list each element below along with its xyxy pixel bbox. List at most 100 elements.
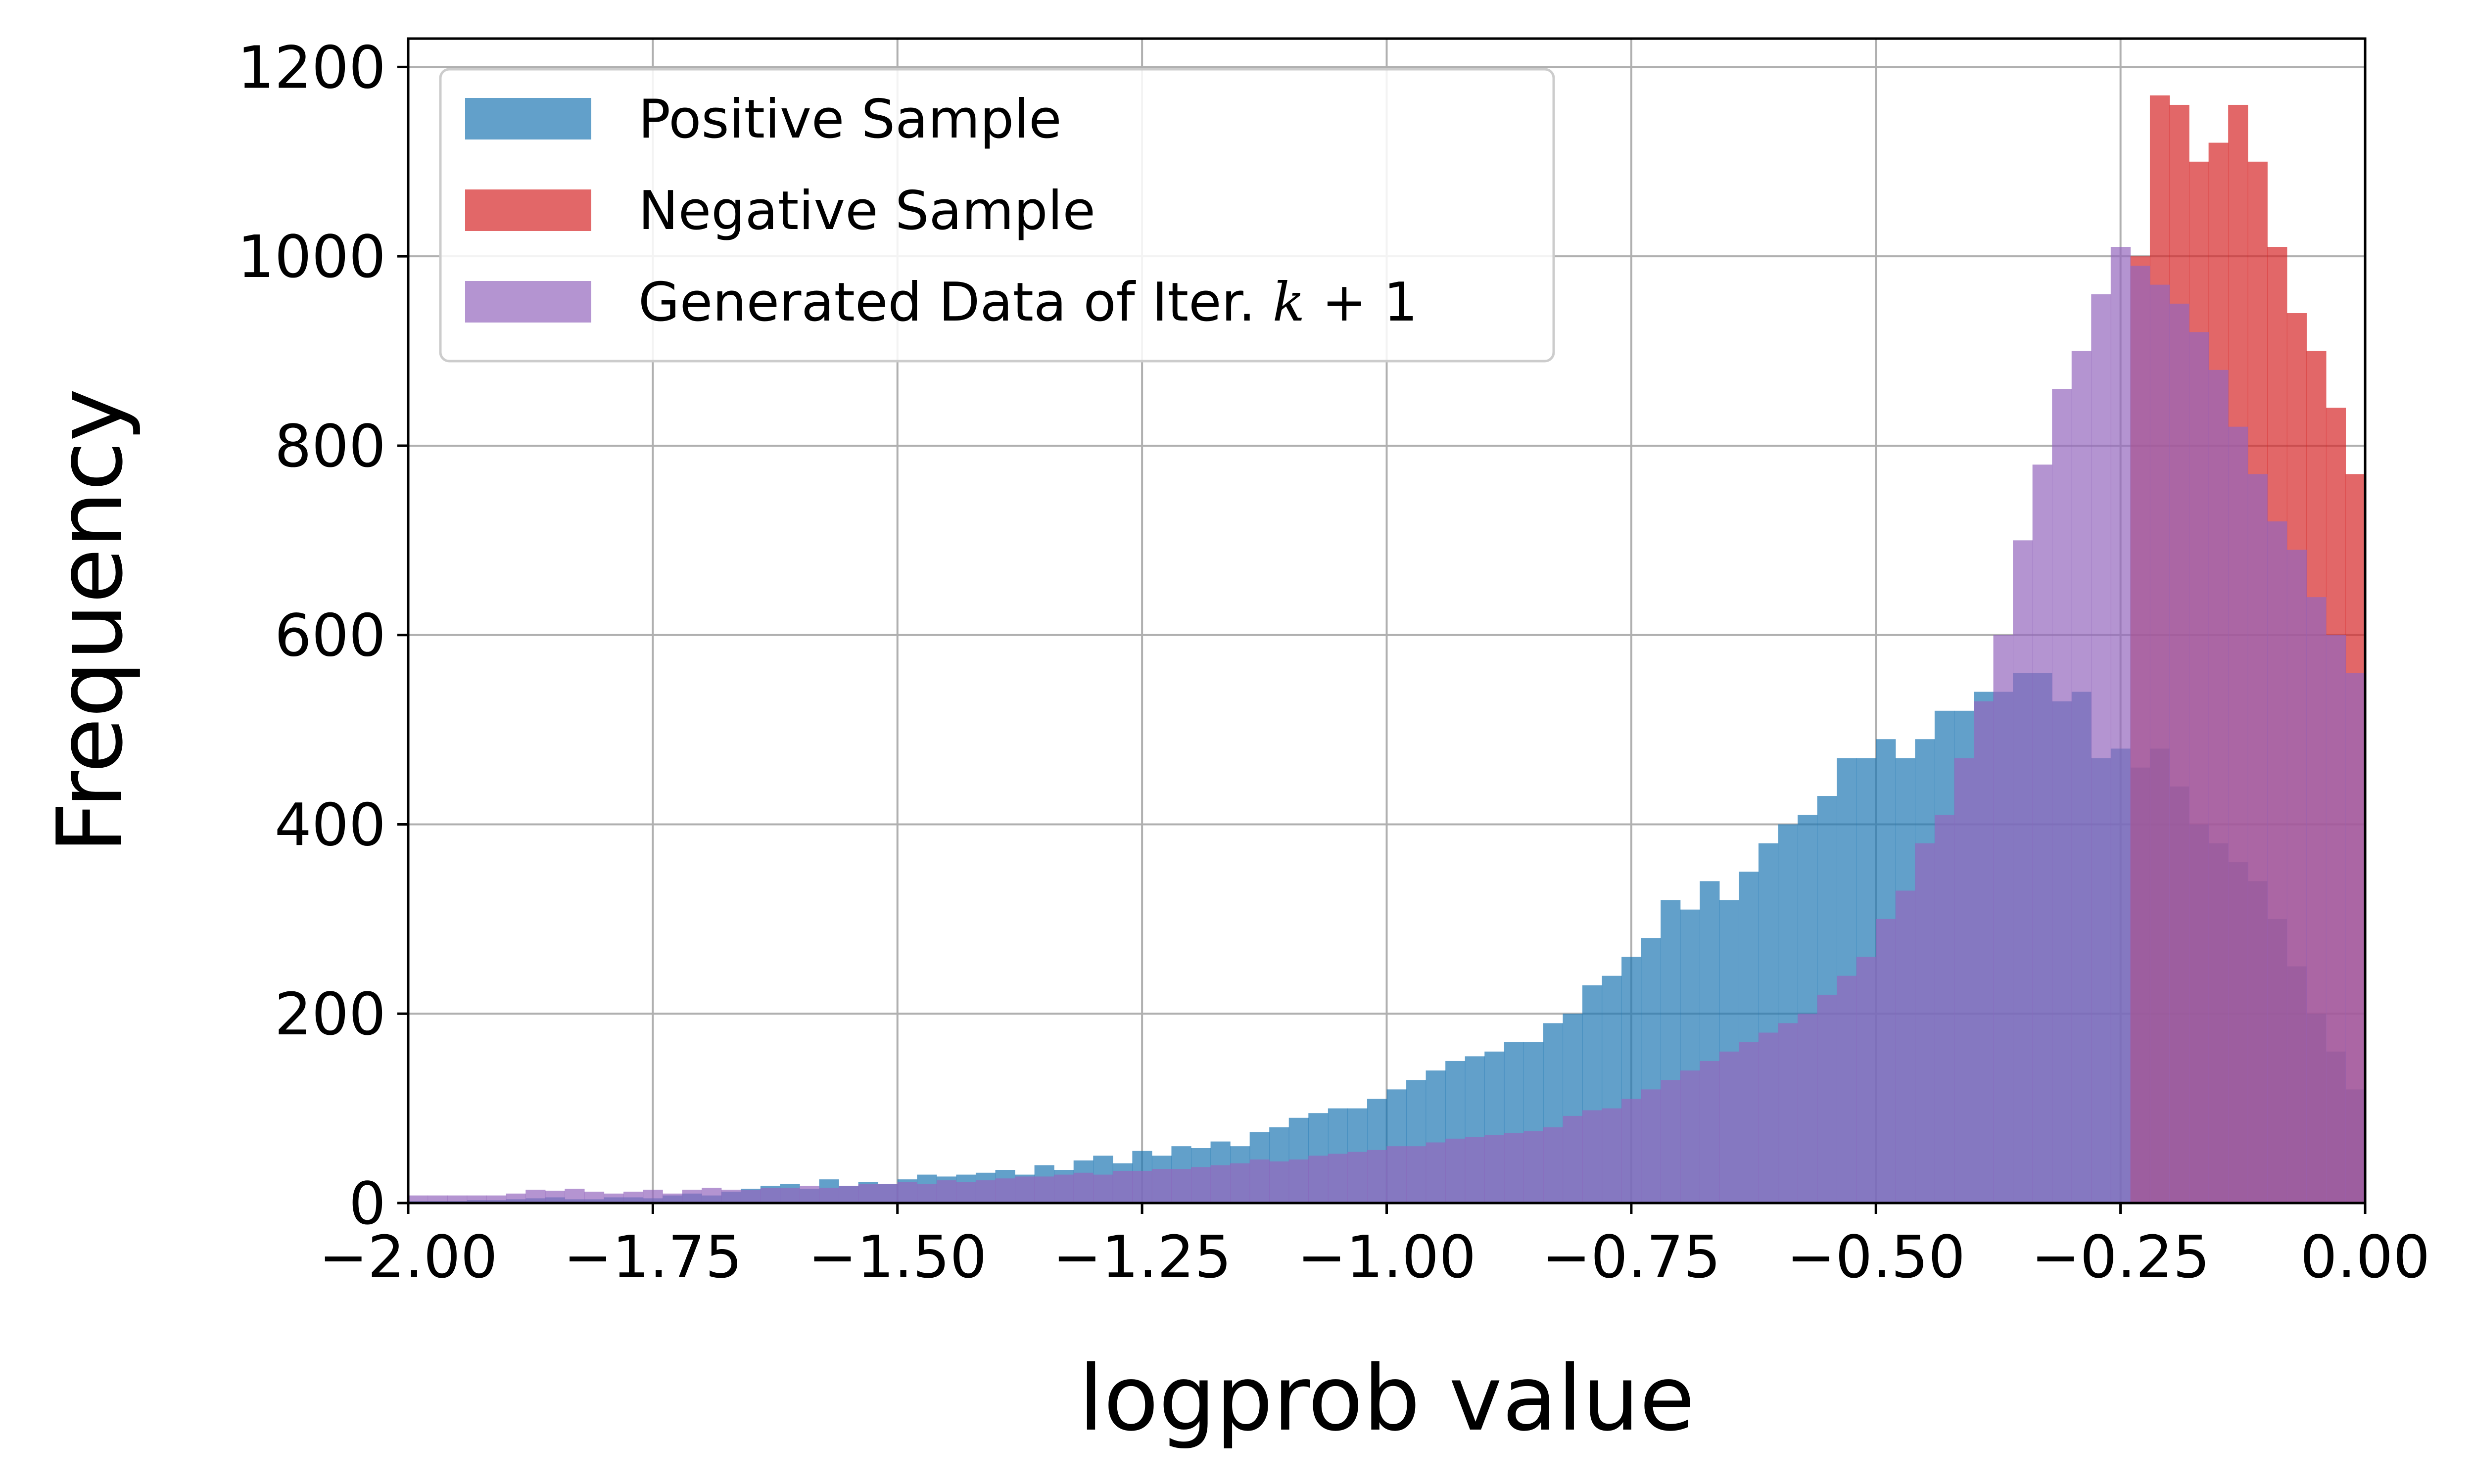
histogram-bar [486,1195,507,1203]
histogram-bar [506,1193,526,1203]
histogram-bar [2189,332,2209,1203]
histogram-bar [604,1193,624,1203]
y-tick-label: 0 [349,1169,386,1238]
histogram-bar [2286,550,2307,1203]
histogram-bar [819,1188,839,1203]
histogram-bar [936,1180,956,1203]
x-tick-label: −0.25 [2031,1223,2210,1291]
histogram-bar [1249,1159,1270,1203]
histogram-bar [702,1188,722,1203]
histogram-bar [1641,1089,1661,1203]
histogram-bar [1426,1142,1446,1203]
histogram-bar [2169,303,2189,1204]
histogram-bar [565,1189,585,1203]
histogram-bar [1073,1172,1094,1203]
histogram-bar [2208,370,2229,1203]
histogram-bar [1602,1108,1622,1203]
histogram-bar [780,1188,800,1203]
histogram-bar [1445,1138,1466,1203]
histogram-bar [1778,1023,1798,1203]
histogram-bar [1132,1170,1152,1203]
histogram-bar [721,1190,741,1203]
histogram-bar [1015,1176,1035,1203]
histogram-bar [1817,994,1837,1203]
histogram-bar [1543,1127,1564,1203]
legend-swatch [465,98,591,139]
histogram-bar [1719,1051,1739,1203]
legend-label: Negative Sample [638,180,1095,242]
x-tick-label: −1.50 [808,1223,987,1291]
histogram-bar [682,1190,702,1203]
x-tick-label: 0.00 [2300,1223,2430,1291]
histogram-bar [1328,1154,1348,1203]
histogram-bar [1739,1042,1759,1203]
y-tick-label: 800 [275,412,386,480]
y-axis-label: Frequency [38,388,143,853]
histogram-bar [975,1180,996,1203]
histogram-bar [1954,758,1974,1203]
histogram-bar [1934,815,1955,1203]
histogram-bar [545,1191,565,1203]
histogram-bar [1171,1169,1191,1203]
legend-label: Generated Data of Iter. k + 1 [638,272,1418,333]
histogram-bar [447,1195,468,1203]
histogram-bar [2130,266,2150,1203]
histogram-bar [1856,957,1876,1203]
histogram-bar [1112,1170,1133,1203]
histogram-bar [917,1184,937,1203]
histogram-bar [1837,975,1857,1203]
histogram-bar [643,1190,663,1203]
histogram-bar [584,1192,605,1203]
histogram-bar [1308,1156,1329,1203]
histogram-bar [623,1192,644,1203]
histogram-bar [1151,1169,1172,1203]
legend-swatch [465,189,591,231]
histogram-bar [1563,1115,1583,1203]
y-tick-label: 400 [275,790,386,859]
histogram-bar [1758,1032,1779,1203]
histogram-bar [1465,1137,1485,1203]
histogram-bar [839,1186,859,1203]
y-tick-label: 1200 [238,33,386,101]
histogram-bar [1504,1133,1524,1203]
histogram-bar [1484,1135,1505,1203]
histogram-bar [760,1188,781,1203]
y-tick-label: 600 [275,602,386,670]
histogram-bar [1876,919,1896,1203]
histogram-bar [1230,1163,1250,1203]
histogram-bar [2247,474,2268,1204]
histogram-bar [1406,1146,1427,1203]
histogram-bar [1974,701,1994,1203]
histogram-bar [1347,1152,1368,1203]
histogram-bar [956,1182,976,1203]
histogram-bar [800,1186,820,1203]
histogram-bar [1523,1131,1544,1203]
histogram-bar [1367,1150,1387,1203]
histogram-bar [1210,1165,1231,1203]
histogram-bar [1191,1167,1211,1203]
histogram-bar [525,1190,546,1203]
histogram-bar [2052,389,2072,1204]
histogram-bar [1269,1161,1289,1203]
x-axis-ticks: −2.00 −1.75 −1.50 −1.25 −1.00 −0.75 −0.50 −0.25… [319,1203,2430,1291]
histogram-bar [2345,673,2366,1203]
histogram-bar [2326,635,2346,1203]
histogram-bar [858,1184,878,1203]
histogram-bar [878,1184,898,1203]
histogram-bar [2091,294,2111,1203]
x-tick-label: −0.50 [1786,1223,1965,1291]
legend-box [439,68,1555,363]
histogram-bar [663,1193,683,1203]
histogram-bar [741,1190,761,1203]
histogram-bar [1621,1099,1642,1203]
histogram-bar [2149,284,2170,1203]
histogram-bar [1582,1110,1603,1203]
histogram-bar [408,1195,428,1203]
legend: Positive Sample Negative Sample Generated … [439,68,1555,363]
histogram-bar [428,1195,448,1203]
histogram-bar [2071,351,2092,1203]
histogram-bar [2267,521,2287,1203]
legend-label: Positive Sample [638,89,1062,150]
histogram-bar [1661,1080,1681,1203]
